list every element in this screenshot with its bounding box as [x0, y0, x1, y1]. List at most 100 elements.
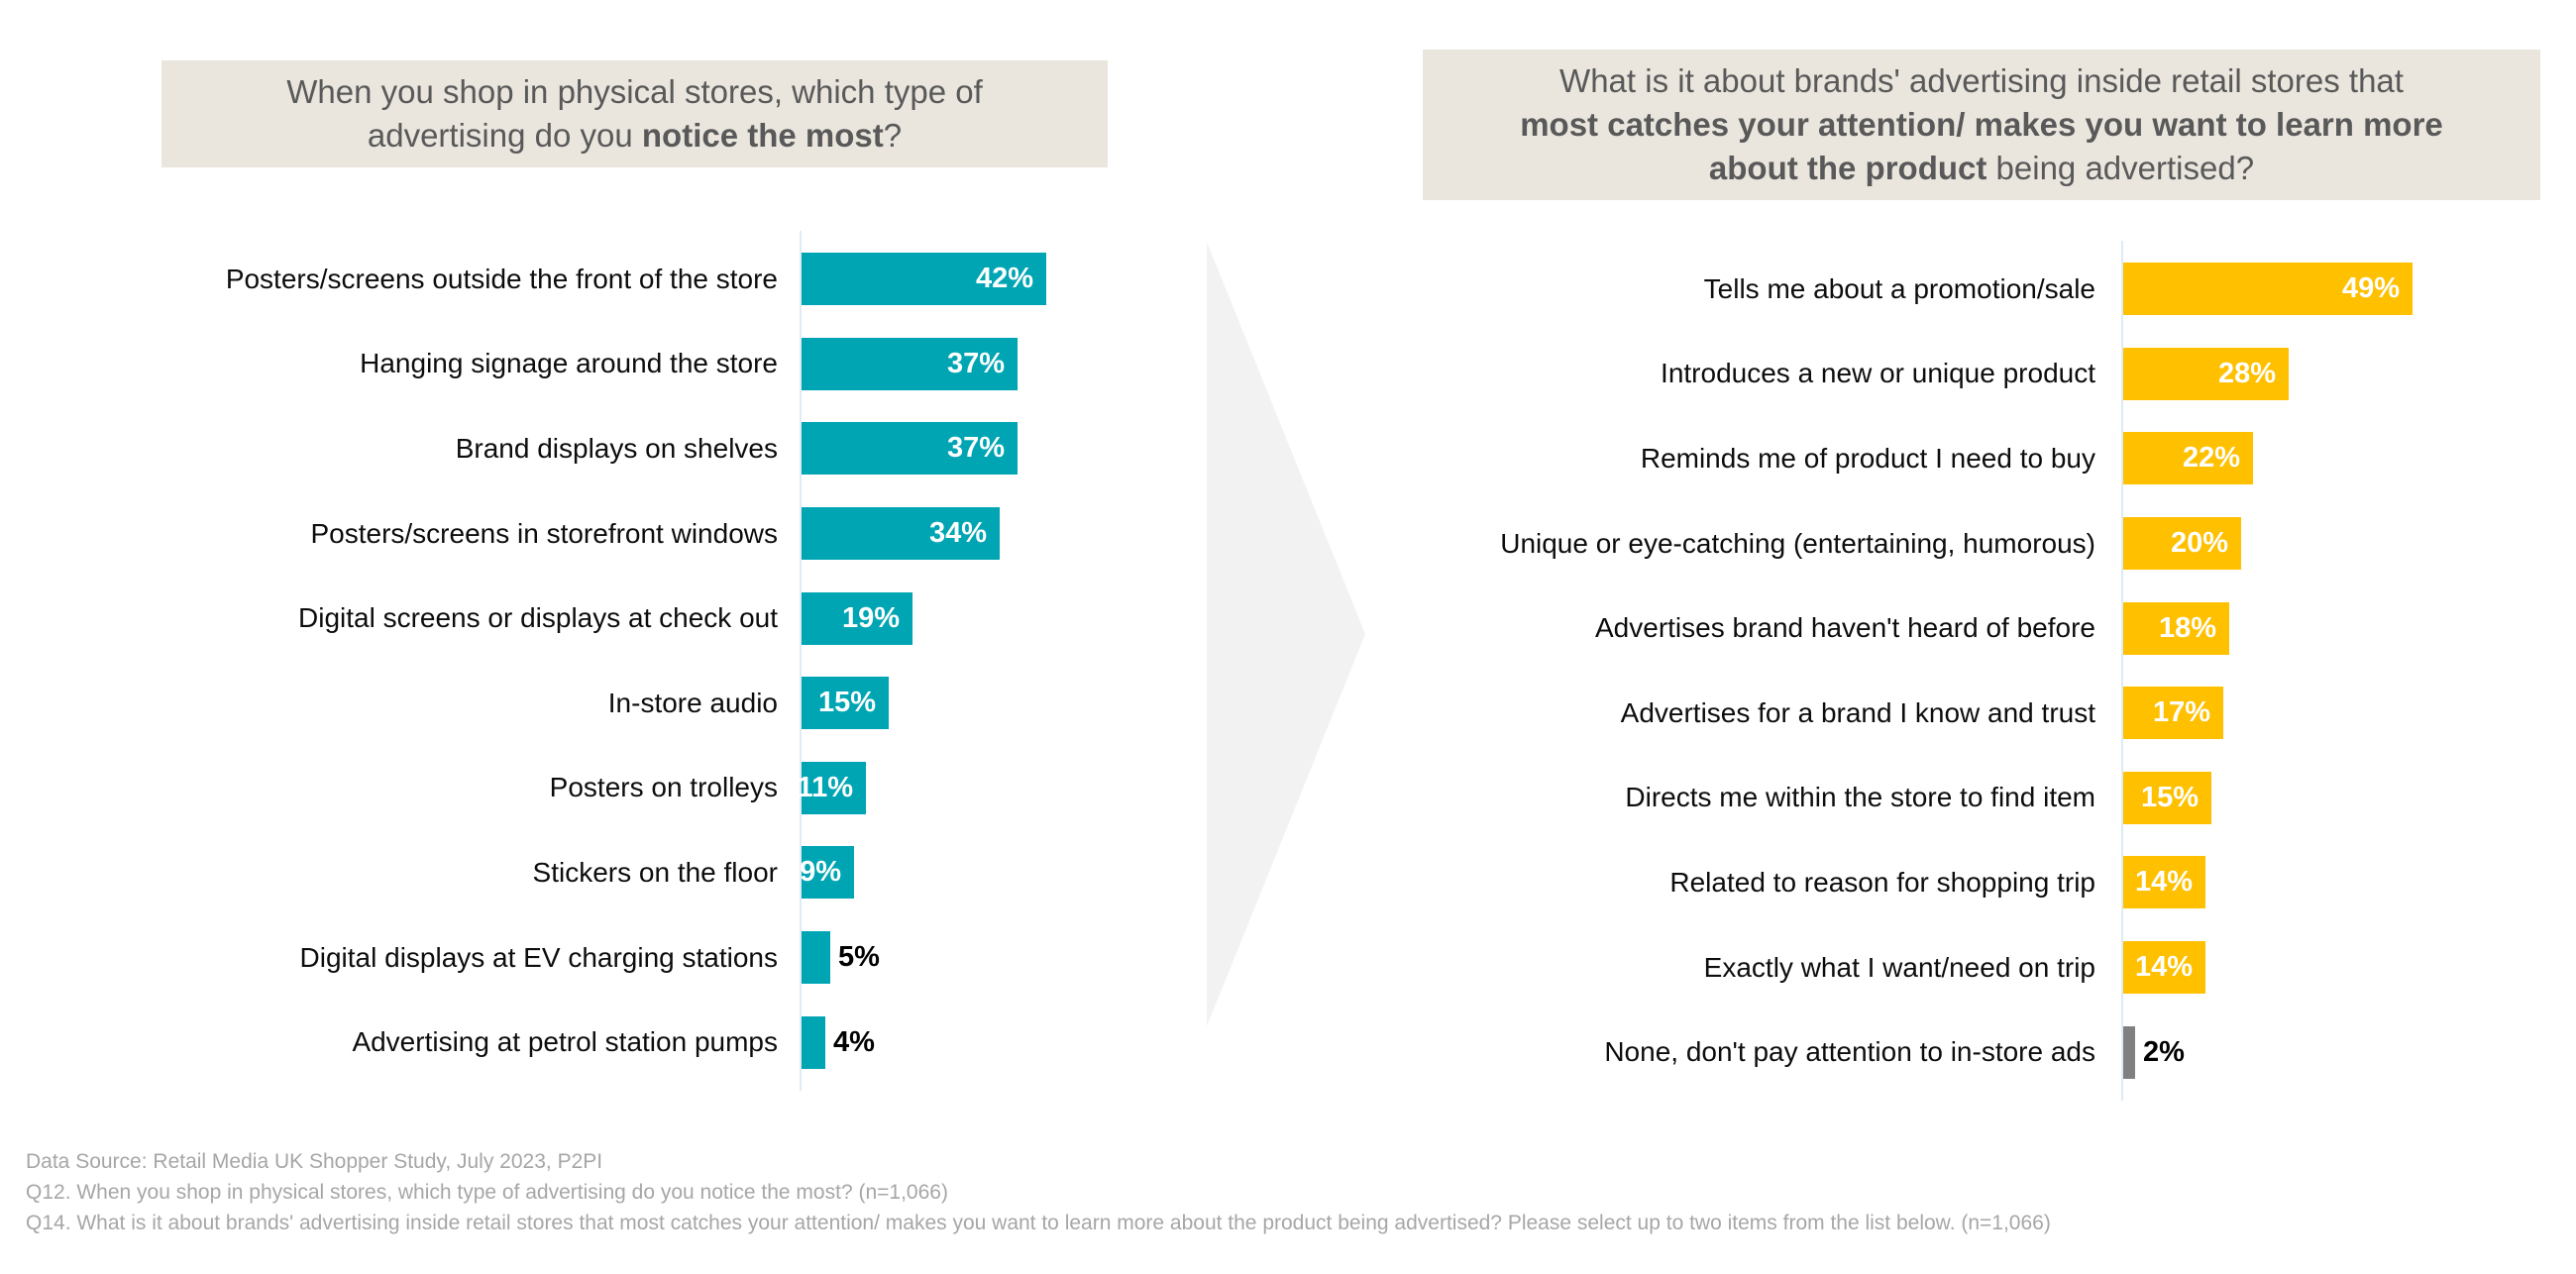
chart-title-segment: notice the most: [641, 117, 884, 154]
footer-line-q14: Q14. What is it about brands' advertisin…: [26, 1212, 2051, 1234]
bar-label: Hanging signage around the store: [360, 348, 778, 379]
bar-label: Advertises brand haven't heard of before: [1595, 612, 2095, 644]
bar-row: Posters on trolleys 11%: [198, 746, 1046, 831]
chart-right-rows: Tells me about a promotion/sale 49% Introd…: [1481, 241, 2413, 1101]
bar: 18%: [2123, 601, 2229, 655]
chart-title-segment: When you shop in physical stores, which …: [286, 73, 983, 110]
bar-value: 42%: [975, 263, 1033, 295]
bar-track: 37%: [802, 337, 1018, 390]
chart-title-line: about the product being advertised?: [1431, 147, 2532, 190]
bar-row: Tells me about a promotion/sale 49%: [1481, 247, 2413, 332]
bar-label: Exactly what I want/need on trip: [1703, 951, 2095, 983]
bar: 15%: [802, 677, 889, 730]
bar-label: Introduces a new or unique product: [1661, 358, 2095, 389]
bar: [2123, 1025, 2135, 1079]
bar-label: Posters on trolleys: [549, 772, 778, 803]
bar-row: Brand displays on shelves 37%: [198, 406, 1046, 491]
chart-title-line: What is it about brands' advertising ins…: [1431, 59, 2532, 103]
bar: 28%: [2123, 347, 2289, 400]
bar-row: Unique or eye-catching (entertaining, hu…: [1481, 501, 2413, 586]
chart-title-segment: about the product: [1708, 150, 1987, 186]
bar-row: In-store audio 15%: [198, 661, 1046, 746]
bar: 14%: [2123, 941, 2205, 995]
bar-row: None, don't pay attention to in-store ad…: [1481, 1009, 2413, 1095]
bar-value: 15%: [817, 687, 876, 719]
bar-track: 14%: [2123, 941, 2205, 995]
bar-row: Posters/screens outside the front of the…: [198, 237, 1046, 322]
bar: [802, 1015, 825, 1069]
chart-title-segment: most catches your attention/ makes you w…: [1520, 106, 2443, 143]
bar-label: Tells me about a promotion/sale: [1703, 272, 2095, 304]
bar-value: 18%: [2158, 611, 2216, 644]
bar-value: 22%: [2182, 442, 2240, 475]
bar: 19%: [802, 591, 912, 645]
bar-value: 20%: [2170, 527, 2228, 560]
bar: 20%: [2123, 517, 2241, 571]
chart-title-segment: ?: [883, 117, 903, 154]
footer-line-source: Data Source: Retail Media UK Shopper Stu…: [26, 1150, 603, 1173]
bar-value: 37%: [946, 347, 1005, 379]
bar-label: Posters/screens in storefront windows: [310, 517, 778, 549]
bar-row: Stickers on the floor 9%: [198, 830, 1046, 915]
bar-label: Posters/screens outside the front of the…: [225, 263, 778, 294]
bar-label: Advertises for a brand I know and trust: [1620, 696, 2095, 728]
bar-label: Related to reason for shopping trip: [1669, 866, 2095, 898]
chart-title-segment: What is it about brands' advertising ins…: [1559, 62, 2404, 99]
bar: 34%: [802, 507, 1000, 561]
bar-row: Advertises brand haven't heard of before…: [1481, 585, 2413, 671]
bar-value: 19%: [841, 601, 900, 634]
bar-label: Digital screens or displays at check out: [298, 602, 778, 634]
bar-track: 9%: [800, 846, 854, 900]
bar-value: 2%: [2143, 1035, 2185, 1068]
bar: 37%: [802, 422, 1018, 476]
bar-track: 4%: [802, 1015, 875, 1069]
bar-label: Brand displays on shelves: [455, 432, 778, 464]
bar-track: 22%: [2123, 432, 2253, 485]
bar: 9%: [800, 846, 854, 900]
bar-row: Hanging signage around the store 37%: [198, 322, 1046, 407]
bar-track: 37%: [802, 422, 1018, 476]
bar-track: 15%: [2123, 771, 2211, 824]
bar-track: 14%: [2123, 856, 2205, 909]
bar-value: 11%: [797, 771, 853, 803]
footer: Data Source: Retail Media UK Shopper Stu…: [26, 1146, 2051, 1238]
bar-row: Advertises for a brand I know and trust 1…: [1481, 671, 2413, 756]
footer-line-q12: Q12. When you shop in physical stores, w…: [26, 1181, 948, 1204]
bar-track: 15%: [802, 677, 889, 730]
bar-value: 14%: [2134, 951, 2193, 984]
chart-title-segment: being advertised?: [1986, 150, 2255, 186]
bar-label: Reminds me of product I need to buy: [1640, 442, 2095, 474]
bar-value: 5%: [838, 941, 880, 974]
bar-row: Digital screens or displays at check out…: [198, 576, 1046, 661]
bar-label: Advertising at petrol station pumps: [352, 1026, 778, 1058]
bar: 49%: [2123, 263, 2413, 316]
bar-row: Reminds me of product I need to buy 22%: [1481, 416, 2413, 501]
bar-row: Digital displays at EV charging stations…: [198, 915, 1046, 1001]
bar-label: Unique or eye-catching (entertaining, hu…: [1500, 527, 2095, 559]
bar-value: 34%: [928, 517, 987, 550]
chart-left-title: When you shop in physical stores, which …: [161, 60, 1108, 167]
bar-label: Stickers on the floor: [532, 856, 778, 888]
bar: 22%: [2123, 432, 2253, 485]
bar-value: 9%: [800, 856, 841, 889]
bar-track: 19%: [802, 591, 912, 645]
bar-label: Directs me within the store to find item: [1625, 782, 2095, 813]
bar-track: 18%: [2123, 601, 2229, 655]
bar-track: 28%: [2123, 347, 2289, 400]
bar: 17%: [2123, 687, 2223, 740]
bar-track: 49%: [2123, 263, 2413, 316]
bar-track: 17%: [2123, 687, 2223, 740]
chart-left-rows: Posters/screens outside the front of the…: [198, 231, 1046, 1091]
bar-track: 11%: [798, 761, 866, 814]
bar-row: Introduces a new or unique product 28%: [1481, 332, 2413, 417]
bar: 42%: [802, 253, 1046, 306]
bar-track: 34%: [802, 507, 1000, 561]
bar: 37%: [802, 337, 1018, 390]
chart-title-line: most catches your attention/ makes you w…: [1431, 103, 2532, 147]
chart-title-line: advertising do you notice the most?: [169, 114, 1100, 158]
bar-label: In-store audio: [607, 687, 778, 718]
transition-arrow-icon: [1207, 242, 1365, 1026]
bar-track: 5%: [802, 931, 880, 985]
bar-track: 42%: [802, 253, 1046, 306]
